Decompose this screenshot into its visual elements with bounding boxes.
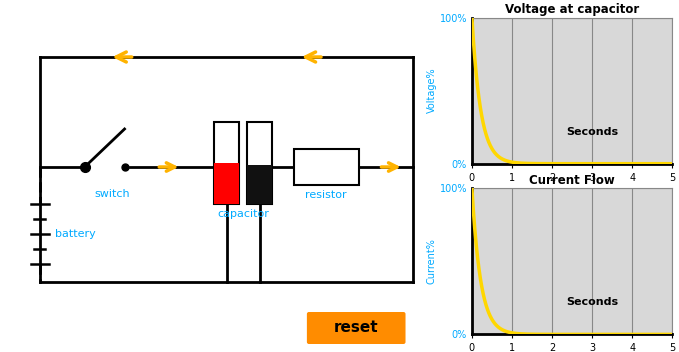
- Bar: [247, 165, 272, 204]
- Text: switch: switch: [94, 189, 130, 199]
- Y-axis label: Current%: Current%: [427, 238, 437, 284]
- Text: battery: battery: [55, 229, 96, 239]
- Text: reset: reset: [334, 321, 378, 335]
- Bar: [214, 122, 239, 204]
- Text: Seconds: Seconds: [566, 297, 618, 307]
- Bar: [294, 149, 359, 185]
- Bar: [214, 163, 239, 204]
- Text: Seconds: Seconds: [566, 126, 618, 137]
- FancyBboxPatch shape: [307, 312, 405, 344]
- Text: capacitor: capacitor: [217, 209, 269, 219]
- Y-axis label: Voltage%: Voltage%: [427, 68, 437, 113]
- Text: resistor: resistor: [306, 190, 347, 200]
- Bar: [247, 122, 272, 204]
- Title: Voltage at capacitor: Voltage at capacitor: [505, 4, 639, 17]
- Title: Current Flow: Current Flow: [529, 174, 615, 187]
